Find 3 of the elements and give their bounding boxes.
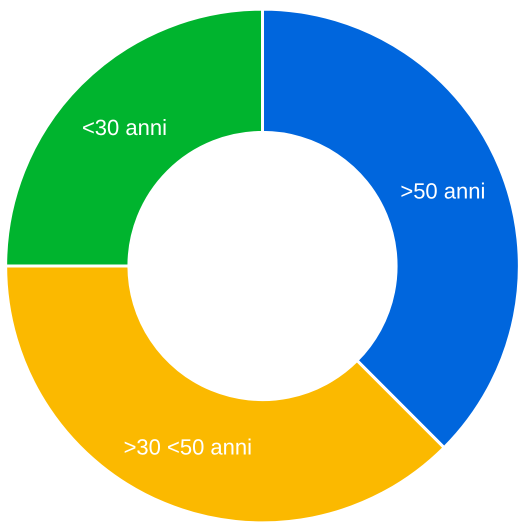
slice-label: >50 anni xyxy=(400,178,486,204)
slice-label: <30 anni xyxy=(82,114,167,140)
slice-label: >30 <50 anni xyxy=(124,434,252,460)
